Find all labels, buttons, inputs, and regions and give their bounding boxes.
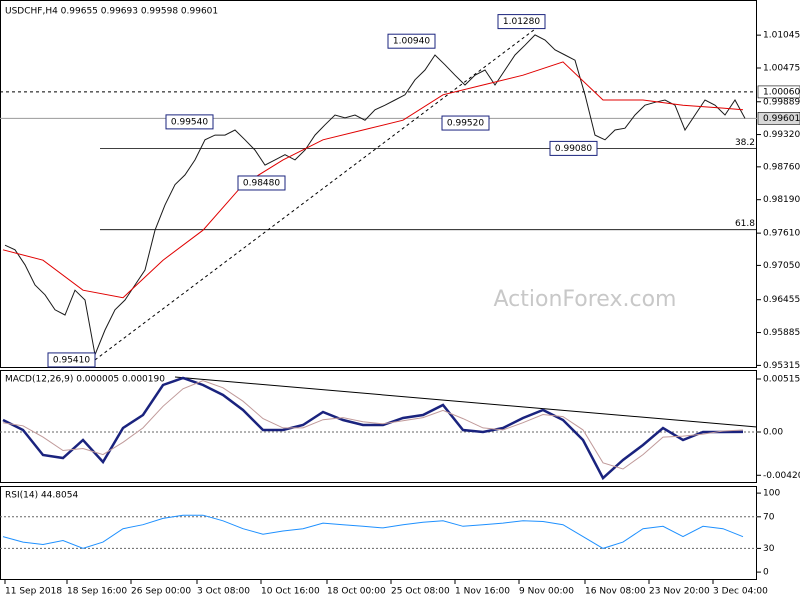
price-label: 0.98480 bbox=[243, 178, 280, 188]
x-tick-label: 3 Oct 08:00 bbox=[197, 587, 250, 597]
y-tick-label: 0.95315 bbox=[763, 361, 800, 371]
y-tick-label: 0.99320 bbox=[763, 130, 800, 140]
y-tick-label: 0.96455 bbox=[763, 295, 800, 305]
x-tick-label: 11 Sep 2018 bbox=[5, 587, 62, 597]
price-label-box bbox=[165, 114, 214, 130]
series-line bbox=[2, 380, 744, 470]
x-tick-label: 25 Oct 08:00 bbox=[391, 587, 450, 597]
y-tick-label: 0.95885 bbox=[763, 328, 800, 338]
price-label-box bbox=[441, 115, 490, 131]
y-tick-label: 30 bbox=[763, 544, 775, 554]
price-label-box bbox=[387, 33, 436, 49]
y-tick-label: 1.00475 bbox=[763, 63, 800, 73]
panel-title: RSI(14) 44.8054 bbox=[5, 491, 78, 501]
watermark: ActionForex.com bbox=[494, 287, 677, 312]
y-tick-label: 0.97050 bbox=[763, 261, 800, 271]
y-tick-label: 0 bbox=[763, 568, 769, 578]
price-label: 0.99520 bbox=[447, 119, 484, 129]
x-tick-label: 23 Nov 20:00 bbox=[649, 587, 710, 597]
price-marker-label: 1.00060 bbox=[763, 87, 800, 97]
x-tick-label: 16 Nov 08:00 bbox=[585, 587, 646, 597]
y-tick-label: 0.98190 bbox=[763, 195, 800, 205]
fib-label: 61.8 bbox=[735, 219, 755, 229]
series-line bbox=[4, 34, 746, 357]
price-label: 0.95410 bbox=[53, 355, 90, 365]
price-label: 1.01280 bbox=[503, 17, 540, 27]
y-tick-label: -0.004209 bbox=[763, 471, 800, 481]
x-tick-label: 18 Sep 16:00 bbox=[67, 587, 127, 597]
y-tick-label: 100 bbox=[763, 489, 780, 499]
price-marker bbox=[757, 85, 800, 99]
x-tick-label: 3 Dec 04:00 bbox=[713, 587, 768, 597]
y-tick-label: 0.005156 bbox=[763, 374, 800, 384]
rsi-panel bbox=[0, 486, 757, 580]
price-label-box bbox=[237, 175, 286, 191]
y-tick-label: 1.01045 bbox=[763, 31, 800, 41]
price-label-box bbox=[549, 140, 598, 156]
price-label-box bbox=[497, 14, 546, 30]
price-panel bbox=[0, 0, 757, 368]
price-label: 1.00940 bbox=[393, 37, 430, 47]
trendline bbox=[94, 21, 546, 361]
macd-panel bbox=[0, 370, 757, 483]
y-tick-label: 0.00 bbox=[763, 428, 783, 438]
fib-label: 38.2 bbox=[735, 138, 755, 148]
panel-title: MACD(12,26,9) 0.000005 0.000190 bbox=[5, 375, 165, 385]
x-tick-label: 1 Nov 16:00 bbox=[455, 587, 510, 597]
price-label: 0.99080 bbox=[555, 144, 592, 154]
series-line bbox=[2, 514, 744, 549]
y-tick-label: 0.97610 bbox=[763, 229, 800, 239]
x-tick-label: 9 Nov 00:00 bbox=[519, 587, 574, 597]
y-tick-label: 70 bbox=[763, 512, 775, 522]
price-label-box bbox=[47, 352, 96, 368]
panel-title: USDCHF,H4 0.99655 0.99693 0.99598 0.9960… bbox=[5, 7, 218, 17]
x-tick-label: 26 Sep 00:00 bbox=[131, 587, 191, 597]
series-line bbox=[2, 376, 744, 481]
macd-trendline bbox=[174, 376, 758, 428]
price-marker bbox=[757, 112, 800, 125]
x-tick-label: 18 Oct 00:00 bbox=[327, 587, 386, 597]
y-tick-label: 0.99889 bbox=[763, 97, 800, 107]
x-tick-label: 10 Oct 16:00 bbox=[261, 587, 320, 597]
y-tick-label: 0.98760 bbox=[763, 162, 800, 172]
price-marker-label: 0.99601 bbox=[763, 114, 800, 124]
price-label: 0.99540 bbox=[171, 117, 208, 127]
series-line bbox=[2, 61, 744, 299]
